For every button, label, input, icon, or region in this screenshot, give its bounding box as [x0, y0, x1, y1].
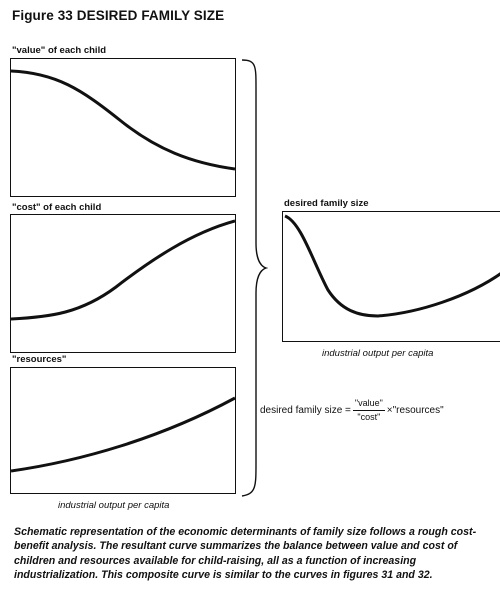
- result-panel: [282, 211, 500, 342]
- value-panel: [10, 58, 236, 197]
- family-size-formula: desired family size = "value" "cost" × "…: [260, 398, 444, 423]
- formula-lhs: desired family size =: [260, 405, 351, 416]
- formula-rhs: "resources": [392, 405, 444, 416]
- figure-title: Figure 33 DESIRED FAMILY SIZE: [12, 8, 225, 23]
- cost-panel: [10, 214, 236, 353]
- formula-numerator: "value": [352, 398, 385, 411]
- resources-panel-label: "resources": [12, 354, 67, 365]
- desired-family-size-curve: [284, 214, 500, 318]
- result-x-axis-label: industrial output per capita: [322, 348, 434, 359]
- resources-curve-plot: [11, 396, 235, 473]
- figure-caption: Schematic representation of the economic…: [14, 526, 477, 581]
- value-panel-label: "value" of each child: [12, 45, 107, 56]
- formula-times: ×: [386, 405, 393, 416]
- value-curve: [11, 69, 235, 171]
- formula-denominator: "cost": [357, 412, 381, 422]
- resources-panel: [10, 367, 236, 494]
- cost-panel-label: "cost" of each child: [12, 202, 102, 213]
- value-curve-plot: [11, 69, 235, 171]
- cost-curve-plot: [11, 219, 235, 321]
- resources-curve: [11, 396, 235, 473]
- result-panel-label: desired family size: [284, 198, 369, 209]
- left-x-axis-label: industrial output per capita: [58, 500, 170, 511]
- curly-brace: [241, 59, 268, 497]
- cost-curve: [11, 219, 235, 321]
- result-curve-plot: [284, 214, 500, 318]
- formula-fraction: "value" "cost": [352, 398, 385, 423]
